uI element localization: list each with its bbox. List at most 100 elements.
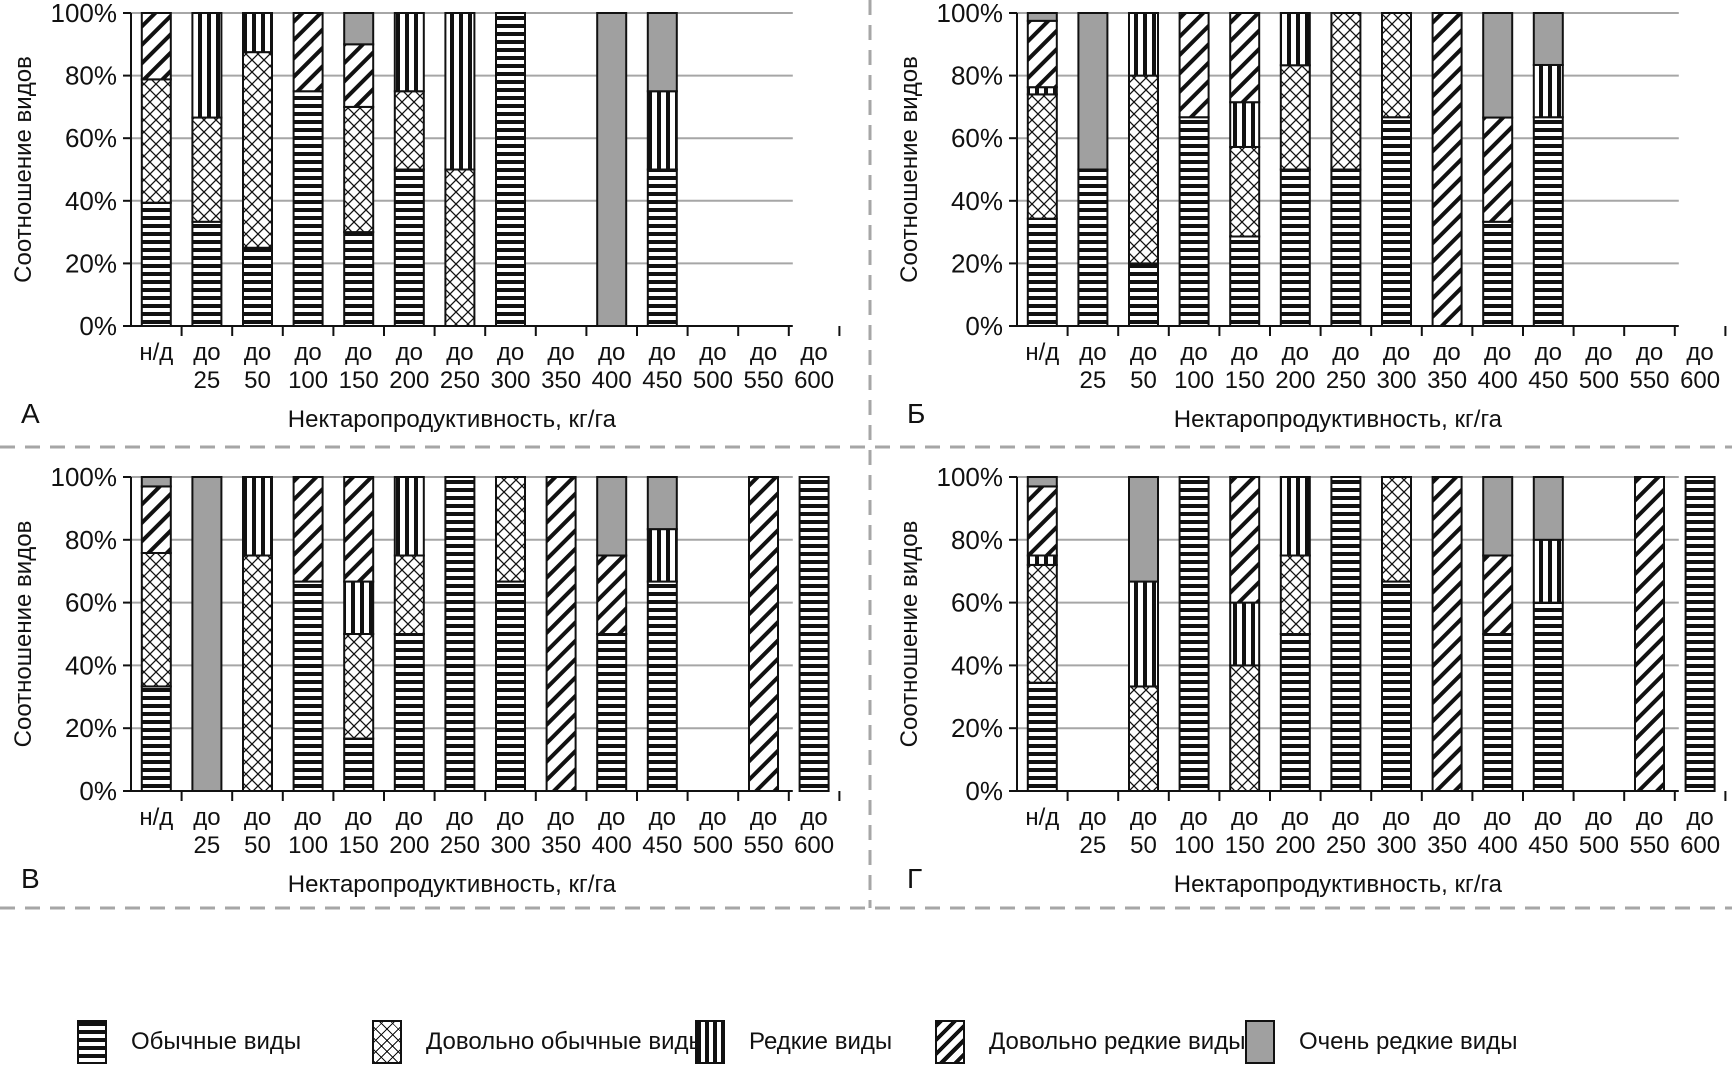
bar-segment-common — [1279, 168, 1311, 327]
bar-segment-fairly_common — [1128, 685, 1159, 792]
bar-segment-fairly_common — [393, 90, 425, 171]
x-tick-label: 600 — [794, 832, 834, 859]
x-tick-label: 550 — [1629, 832, 1669, 859]
bar-segment-common — [798, 476, 830, 792]
bar-segment-common — [140, 201, 172, 327]
legend-item-very-rare: Очень редкие виды — [1245, 1020, 1517, 1064]
bar-segment-common — [1381, 580, 1412, 793]
x-tick-label: 25 — [194, 832, 221, 859]
legend-label: Обычные виды — [131, 1028, 302, 1055]
x-tick-label: 600 — [1680, 832, 1720, 859]
bar-segment-fairly_common — [242, 51, 273, 249]
bar-segment-fairly_rare — [1229, 476, 1261, 604]
bar-segment-fairly_rare — [343, 476, 375, 583]
x-axis-label: Нектаропродуктивность, кг/га — [288, 406, 617, 433]
bar-segment-fairly_common — [343, 633, 375, 740]
x-tick-label: до — [294, 339, 321, 366]
bar-segment-fairly_rare — [1431, 12, 1463, 327]
bar-segment-very_rare — [140, 476, 172, 488]
y-tick-label: 60% — [65, 588, 117, 618]
y-tick-label: 80% — [65, 525, 117, 555]
bar-segment-fairly_common — [495, 476, 526, 583]
x-tick-label: до — [1079, 804, 1106, 831]
x-tick-label: 150 — [1225, 367, 1265, 394]
bar-segment-fairly_common — [444, 168, 476, 327]
x-tick-label: 300 — [1376, 832, 1416, 859]
bar-segment-fairly_rare — [292, 12, 324, 93]
x-tick-label: до — [547, 339, 574, 366]
bar-segment-common — [242, 246, 273, 327]
x-tick-label: до — [649, 339, 676, 366]
y-tick-label: 40% — [951, 186, 1003, 216]
bar-segment-fairly_rare — [1026, 19, 1058, 89]
bar-segment-very_rare — [1128, 476, 1159, 583]
x-tick-label: до — [750, 339, 777, 366]
y-tick-label: 0% — [965, 776, 1003, 806]
x-tick-label: до — [1130, 804, 1157, 831]
legend-item-fairly-rare: Довольно редкие виды — [935, 1020, 1245, 1064]
x-tick-label: н/д — [1025, 339, 1059, 366]
x-tick-label: н/д — [139, 804, 173, 831]
x-tick-label: до — [244, 339, 271, 366]
bar-segment-fairly_rare — [1229, 12, 1261, 104]
bar-segment-common — [1178, 116, 1210, 327]
bar-segment-common — [1128, 262, 1159, 327]
y-tick-label: 60% — [951, 588, 1003, 618]
bar-segment-rare — [1229, 101, 1261, 148]
bar-segment-rare — [1532, 63, 1564, 119]
bar-segment-rare — [393, 476, 425, 557]
y-tick-label: 0% — [79, 311, 117, 341]
x-tick-label: 350 — [1427, 367, 1467, 394]
x-tick-label: 250 — [440, 832, 480, 859]
bar-segment-rare — [393, 12, 425, 93]
x-tick-label: до — [1282, 339, 1309, 366]
legend-label: Редкие виды — [749, 1028, 893, 1055]
bar-segment-rare — [646, 528, 678, 583]
x-tick-label: 200 — [1275, 367, 1315, 394]
bar-segment-fairly_common — [1128, 74, 1159, 265]
y-tick-label: 80% — [951, 525, 1003, 555]
x-tick-label: до — [800, 339, 827, 366]
x-tick-label: 500 — [1579, 832, 1619, 859]
bar-segment-fairly_rare — [1634, 476, 1665, 792]
x-tick-label: до — [244, 804, 271, 831]
x-tick-label: до — [193, 339, 220, 366]
bar-segment-fairly_common — [1381, 12, 1412, 119]
bar-segment-rare — [343, 580, 375, 636]
bar-segment-fairly_rare — [343, 43, 375, 108]
bar-segment-rare — [1128, 580, 1159, 688]
legend-label: Очень редкие виды — [1299, 1028, 1518, 1055]
x-tick-label: до — [1332, 339, 1359, 366]
bar-segment-very_rare — [1482, 12, 1514, 119]
y-tick-label: 100% — [937, 462, 1004, 492]
bar-segment-very_rare — [1026, 12, 1058, 22]
x-tick-label: 50 — [1130, 367, 1157, 394]
bar-segment-common — [495, 580, 526, 793]
bar-segment-rare — [646, 90, 678, 171]
bar-segment-common — [646, 168, 678, 327]
bar-segment-fairly_common — [1279, 554, 1311, 635]
x-tick-label: до — [345, 804, 372, 831]
x-tick-label: до — [699, 804, 726, 831]
legend-label: Довольно редкие виды — [989, 1028, 1246, 1055]
x-tick-label: 150 — [1225, 832, 1265, 859]
diagonal-stripes-swatch-icon — [935, 1020, 965, 1064]
y-tick-label: 20% — [951, 248, 1003, 278]
x-tick-label: до — [1686, 339, 1713, 366]
x-tick-label: 500 — [693, 832, 733, 859]
bar-segment-rare — [1128, 12, 1159, 77]
bar-segment-common — [292, 90, 324, 327]
chart-canvas: 0% 20% 40% 60% 80% 100% Соотношение видов н/д до… — [0, 0, 1732, 910]
y-axis-label: Соотношение видов — [896, 56, 923, 283]
x-tick-label: 450 — [1528, 367, 1568, 394]
y-tick-label: 100% — [937, 0, 1004, 28]
bar-segment-common — [393, 168, 425, 327]
bar-segment-common — [1330, 168, 1362, 327]
legend-label: Довольно обычные виды — [426, 1028, 706, 1055]
bar-segment-rare — [1026, 554, 1058, 566]
bar-segment-fairly_rare — [1178, 12, 1210, 119]
x-tick-label: до — [547, 804, 574, 831]
bar-segment-common — [1026, 681, 1058, 792]
x-axis-label: Нектаропродуктивность, кг/га — [1174, 406, 1503, 433]
vertical-stripes-swatch-icon — [695, 1020, 725, 1064]
